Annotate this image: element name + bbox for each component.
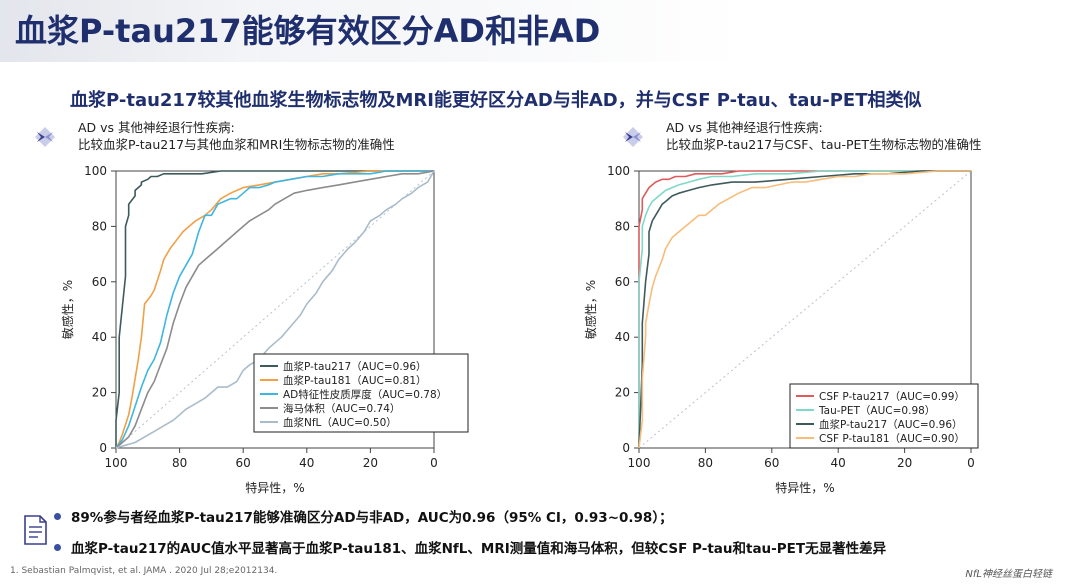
x-tick-label: 100 [628, 456, 651, 470]
right-chart-heading: AD vs 其他神经退行性疾病: 比较血浆P-tau217与CSF、tau-PE… [666, 119, 982, 153]
x-tick-label: 40 [299, 456, 314, 470]
document-list-icon [24, 515, 47, 545]
legend-box [253, 353, 469, 433]
y-tick-label: 40 [615, 330, 630, 344]
legend-entry: 血浆P-tau217（AUC=0.96） [819, 418, 963, 431]
roc-series-line [638, 170, 971, 449]
x-tick-label: 0 [430, 456, 438, 470]
diamond-arrow-icon [623, 127, 643, 147]
x-tick-label: 80 [698, 456, 713, 470]
x-tick-label: 60 [236, 456, 251, 470]
x-tick-label: 0 [967, 456, 975, 470]
x-tick-label: 60 [764, 456, 779, 470]
y-tick-label: 20 [615, 386, 630, 400]
left-chart-heading-line2: 比较血浆P-tau217与其他血浆和MRI生物标志物的准确性 [78, 137, 395, 152]
y-tick-label: 60 [92, 275, 107, 289]
roc-series-line [638, 170, 971, 449]
legend-entry: 血浆P-tau217（AUC=0.96） [283, 360, 427, 373]
x-tick-label: 80 [172, 456, 187, 470]
page-title: 血浆P-tau217能够有效区分AD和非AD [15, 12, 601, 50]
y-tick-label: 20 [92, 386, 107, 400]
legend-entry: CSF P-tau181（AUC=0.90） [819, 433, 965, 445]
note-text-2: 血浆P-tau217的AUC值水平显著高于血浆P-tau181、血浆NfL、MR… [71, 541, 887, 557]
x-axis-label: 特异性，% [775, 480, 834, 495]
roc-chart-left: 100 80 60 40 20 0 0 20 40 60 80 100 特异性，% 敏感性，% 血浆P-ta… [60, 164, 469, 495]
y-tick-label: 0 [622, 441, 630, 455]
reference-diagonal [638, 170, 972, 449]
diamond-arrow-icon [35, 127, 55, 147]
legend-entry: CSF P-tau217（AUC=0.99） [819, 391, 965, 403]
y-tick-label: 80 [92, 219, 107, 233]
bullet-dot-icon [54, 512, 61, 520]
legend-entry: 海马体积（AUC=0.74） [283, 402, 400, 415]
note-item-2: 血浆P-tau217的AUC值水平显著高于血浆P-tau181、血浆NfL、MR… [54, 537, 886, 557]
roc-series-line [115, 170, 435, 449]
roc-series-line [115, 170, 434, 448]
legend-box [789, 383, 979, 449]
left-chart-heading: AD vs 其他神经退行性疾病: 比较血浆P-tau217与其他血浆和MRI生物… [78, 119, 395, 153]
right-chart-heading-line2: 比较血浆P-tau217与CSF、tau-PET生物标志物的准确性 [666, 137, 982, 152]
roc-series-line [115, 170, 435, 449]
y-tick-label: 60 [615, 275, 630, 289]
roc-series-line [638, 170, 971, 448]
footer-reference: 1. Sebastian Palmqvist, et al. JAMA . 20… [10, 566, 278, 576]
note-item-1: 89%参与者经血浆P-tau217能够准确区分AD与非AD，AUC为0.96（9… [54, 506, 673, 526]
roc-series-line [115, 170, 434, 449]
right-chart-heading-line1: AD vs 其他神经退行性疾病: [666, 120, 823, 135]
y-axis-label: 敏感性，% [60, 280, 75, 339]
y-tick-label: 80 [615, 219, 630, 233]
y-axis-label: 敏感性，% [583, 280, 598, 339]
x-tick-label: 100 [105, 456, 128, 470]
x-tick-label: 20 [363, 456, 378, 470]
y-tick-label: 40 [92, 330, 107, 344]
legend-entry: AD特征性皮质厚度（AUC=0.78） [283, 388, 447, 401]
x-axis-label: 特异性，% [245, 480, 304, 495]
reference-diagonal [115, 170, 435, 449]
legend-entry: 血浆P-tau181（AUC=0.81） [283, 374, 427, 387]
title-bar [0, 0, 1066, 62]
note-text-1: 89%参与者经血浆P-tau217能够准确区分AD与非AD，AUC为0.96（9… [71, 510, 673, 526]
roc-chart-right: 100 80 60 40 20 0 0 20 40 60 80 100 特异性，% 敏感性，% CSF P-… [583, 164, 979, 495]
y-tick-label: 100 [607, 164, 630, 178]
x-tick-label: 20 [897, 456, 912, 470]
footer-brand: NfL神经丝蛋白轻链 [965, 569, 1052, 580]
bullet-dot-icon [54, 543, 61, 551]
page-subtitle: 血浆P-tau217较其他血浆生物标志物及MRI能更好区分AD与非AD，并与CS… [70, 90, 922, 111]
left-chart-heading-line1: AD vs 其他神经退行性疾病: [78, 120, 235, 135]
legend-entry: 血浆NfL（AUC=0.50） [283, 416, 397, 429]
y-tick-label: 100 [84, 164, 107, 178]
x-tick-label: 40 [831, 456, 846, 470]
y-tick-label: 0 [99, 441, 107, 455]
legend-entry: Tau-PET（AUC=0.98） [818, 405, 935, 417]
